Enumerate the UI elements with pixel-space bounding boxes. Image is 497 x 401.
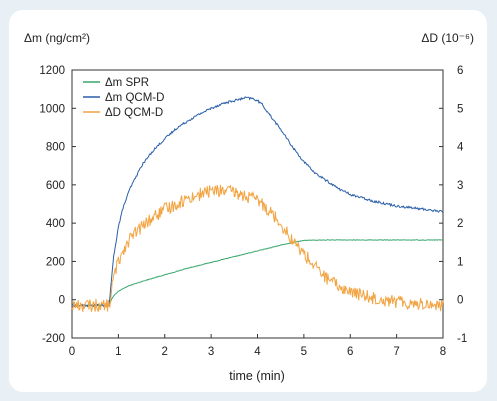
y-left-tick-label: 1000 bbox=[39, 103, 65, 115]
x-tick-label: 5 bbox=[301, 346, 307, 358]
legend: Δm SPR Δm QCM-D ΔD QCM-D bbox=[83, 77, 164, 119]
y-left-tick-label: 1200 bbox=[39, 65, 65, 77]
legend-label: Δm QCM-D bbox=[105, 92, 164, 104]
y-left-tick-label: 800 bbox=[46, 142, 65, 154]
y-right-tick-label: 0 bbox=[457, 295, 463, 307]
series-line bbox=[71, 239, 444, 307]
y-right-tick-label: 3 bbox=[457, 180, 463, 192]
left-axis-label: Δm (ng/cm²) bbox=[24, 31, 90, 45]
y-right-tick-label: 1 bbox=[457, 256, 463, 268]
tick-layer: 0 1 2 3 4 5 6 7 8 1200 1000 800 600 400 200 0 -200 6 5 4 3 2 1… bbox=[39, 65, 467, 358]
y-left-tick-label: -200 bbox=[42, 333, 65, 345]
legend-label: ΔD QCM-D bbox=[105, 107, 163, 119]
y-right-tick-label: 5 bbox=[457, 103, 463, 115]
series-line bbox=[71, 96, 444, 308]
x-axis-label: time (min) bbox=[229, 369, 285, 383]
y-right-tick-label: 6 bbox=[457, 65, 463, 77]
x-tick-label: 1 bbox=[115, 346, 121, 358]
series-layer bbox=[71, 96, 444, 312]
legend-label: Δm SPR bbox=[105, 77, 149, 89]
y-right-tick-label: -1 bbox=[457, 333, 467, 345]
y-right-tick-label: 2 bbox=[457, 218, 463, 230]
x-tick-label: 2 bbox=[162, 346, 168, 358]
x-tick-label: 0 bbox=[69, 346, 75, 358]
x-tick-label: 3 bbox=[208, 346, 214, 358]
x-tick-label: 4 bbox=[254, 346, 261, 358]
y-left-tick-label: 200 bbox=[46, 256, 65, 268]
y-left-tick-label: 0 bbox=[59, 295, 65, 307]
x-tick-label: 8 bbox=[440, 346, 446, 358]
y-right-tick-label: 4 bbox=[457, 142, 464, 154]
x-tick-label: 7 bbox=[393, 346, 399, 358]
right-axis-label: ΔD (10⁻⁶) bbox=[421, 31, 474, 45]
x-tick-label: 6 bbox=[347, 346, 353, 358]
y-left-tick-label: 600 bbox=[46, 180, 65, 192]
series-line bbox=[71, 184, 444, 312]
y-left-tick-label: 400 bbox=[46, 218, 65, 230]
